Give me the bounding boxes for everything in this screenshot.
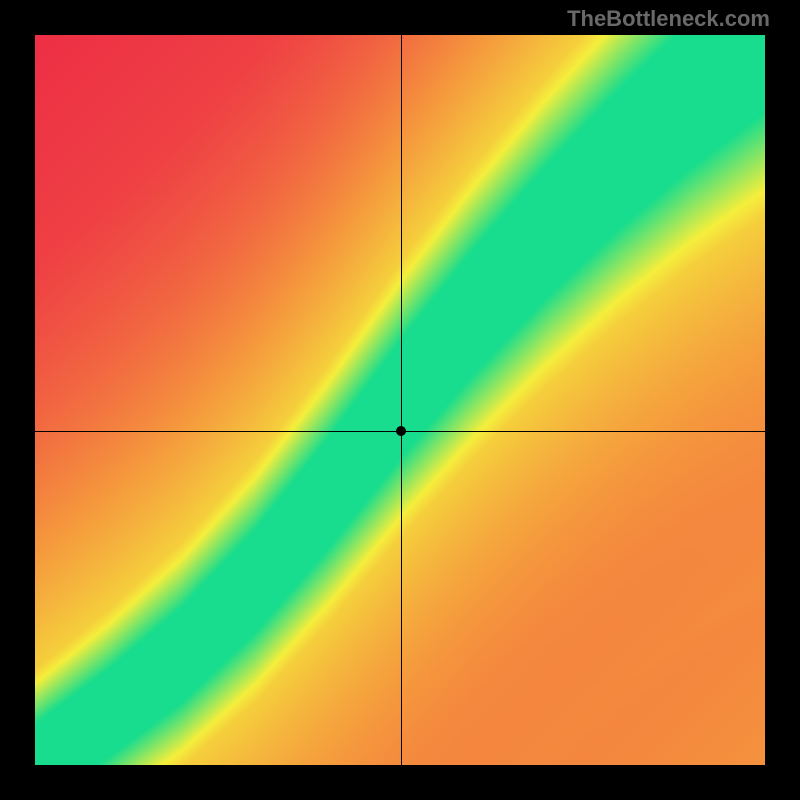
watermark-text: TheBottleneck.com: [567, 6, 770, 32]
data-point-marker: [396, 426, 406, 436]
crosshair-vertical: [401, 35, 402, 765]
heatmap-plot: [35, 35, 765, 765]
heatmap-canvas: [35, 35, 765, 765]
